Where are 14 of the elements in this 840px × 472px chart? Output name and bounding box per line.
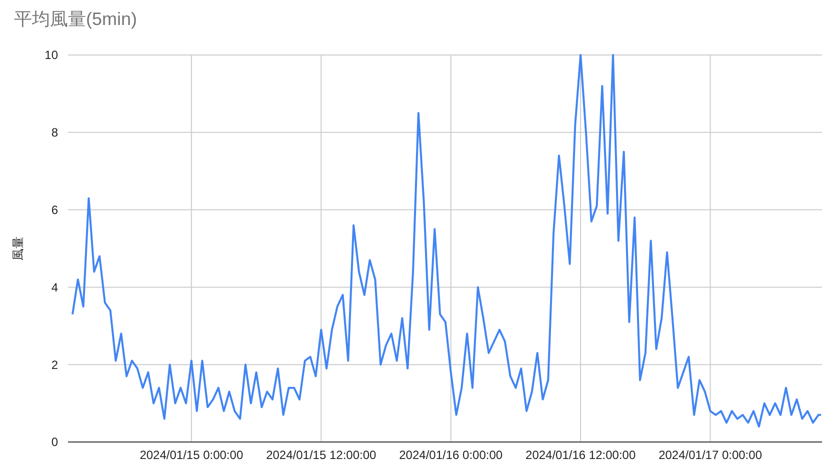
x-tick-label: 2024/01/17 0:00:00 bbox=[658, 448, 762, 462]
x-tick-label: 2024/01/15 12:00:00 bbox=[266, 448, 377, 462]
y-tick-label: 4 bbox=[51, 280, 58, 294]
x-tick-label: 2024/01/16 12:00:00 bbox=[526, 448, 636, 462]
y-tick-label: 2 bbox=[51, 358, 58, 372]
x-tick-label: 2024/01/15 0:00:00 bbox=[140, 448, 244, 462]
chart-title: 平均風量(5min) bbox=[14, 9, 138, 29]
y-tick-label: 10 bbox=[44, 48, 58, 62]
line-series bbox=[72, 54, 822, 428]
y-tick-label: 8 bbox=[51, 126, 58, 140]
y-tick-label: 0 bbox=[51, 435, 58, 450]
y-axis-title: 風量 bbox=[11, 236, 25, 260]
x-tick-label: 2024/01/16 0:00:00 bbox=[399, 448, 503, 462]
y-tick-label: 6 bbox=[51, 203, 58, 217]
